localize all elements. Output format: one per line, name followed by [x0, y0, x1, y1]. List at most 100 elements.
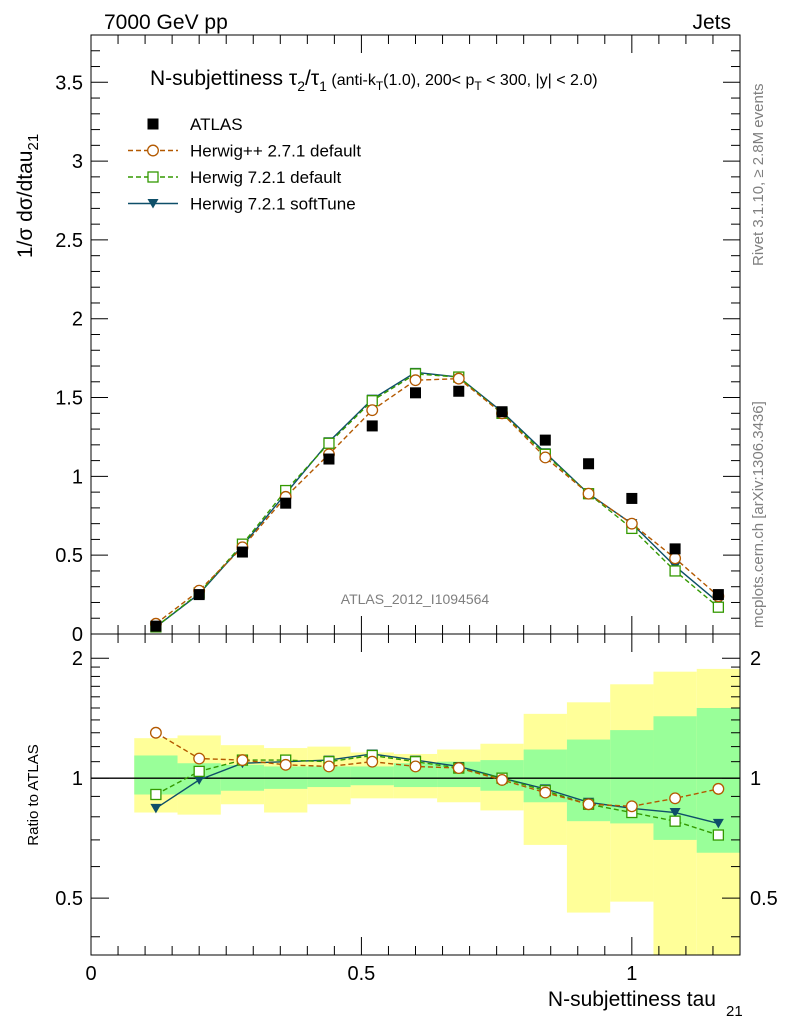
ratio-line-herwig-7-2-1-softtune — [155, 753, 719, 825]
title-tau2: τ — [289, 67, 298, 90]
ratio-point-herwig-2-7-1-default — [496, 773, 508, 786]
ratio-point-herwig-2-7-1-default — [409, 760, 422, 773]
inner-band-bin — [393, 763, 438, 788]
legend-marker-atlas — [147, 118, 159, 130]
ratio-point-herwig-2-7-1-default — [669, 792, 682, 805]
ratio-point-herwig-2-7-1-default — [236, 754, 249, 767]
header-jets: Jets — [692, 11, 731, 34]
top-point-herwig-7-2-1-default — [712, 601, 725, 613]
top-y-label-main: 1/σ dσ/dtau — [14, 151, 37, 259]
legend-label-herwig-7-2-1-softtune: Herwig 7.2.1 softTune — [190, 195, 356, 214]
legend-marker-herwig-7-2-1-softtune — [147, 199, 159, 209]
ratio-y-tick-label: 1 — [72, 768, 83, 790]
top-point-atlas — [496, 406, 508, 418]
top-point-herwig-2-7-1-default — [452, 372, 465, 385]
ratio-point-herwig-7-2-1-softtune — [193, 775, 205, 785]
top-y-tick-label: 1 — [72, 466, 83, 488]
title-slash: / — [305, 67, 311, 90]
top-point-herwig-2-7-1-default — [539, 451, 552, 464]
ratio-point-herwig-2-7-1-default — [366, 755, 379, 768]
top-point-atlas — [150, 620, 162, 632]
top-y-axis-label: 1/σ dσ/dtau21 — [14, 134, 42, 258]
x-tick-label: 1 — [626, 963, 637, 985]
ratio-point-herwig-7-2-1-default — [669, 815, 681, 827]
title-subT1: T — [376, 79, 384, 93]
ratio-point-herwig-2-7-1-default — [582, 798, 595, 811]
top-series-group — [149, 367, 725, 633]
title-rest3: < 300, |y| < 2.0) — [482, 72, 598, 89]
legend-label-atlas: ATLAS — [190, 115, 243, 134]
top-point-herwig-2-7-1-default — [625, 517, 638, 530]
ratio-point-herwig-7-2-1-default — [150, 788, 162, 801]
top-point-herwig-2-7-1-default — [582, 487, 595, 500]
title-tau1: τ — [311, 67, 320, 90]
x-tick-label: 0.5 — [348, 963, 376, 985]
ratio-y-axis-label: Ratio to ATLAS — [25, 744, 42, 845]
ratio-point-herwig-2-7-1-default — [625, 800, 638, 813]
inner-band-bin — [307, 766, 351, 788]
legend: ATLAS Herwig++ 2.7.1 default Herwig 7.2.1 … — [128, 115, 361, 214]
top-point-herwig-2-7-1-default — [409, 374, 422, 387]
legend-marker-herwig-2-7-1-default — [147, 144, 159, 157]
x-label-main: N-subjettiness tau — [548, 988, 716, 1011]
analysis-watermark: ATLAS_2012_I1094564 — [341, 591, 490, 607]
top-y-tick-label: 0.5 — [55, 545, 83, 567]
ratio-point-herwig-2-7-1-default — [452, 762, 465, 775]
ratio-y-tick-label-right: 1 — [750, 768, 761, 790]
ratio-point-herwig-7-2-1-softtune — [669, 808, 681, 818]
legend-label-herwig-2-7-1-default: Herwig++ 2.7.1 default — [190, 142, 361, 161]
top-y-tick-label: 0 — [72, 624, 83, 646]
top-line-herwig-7-2-1-default — [155, 373, 719, 628]
top-point-atlas — [712, 589, 724, 601]
ratio-y-tick-label-right: 0.5 — [750, 888, 778, 910]
ratio-line-herwig-2-7-1-default — [155, 732, 719, 807]
top-y-tick-label: 1.5 — [55, 388, 83, 410]
title-sub2: 2 — [297, 78, 305, 94]
ratio-uncertainty-bands — [134, 668, 740, 955]
x-tick-label: 0 — [85, 963, 96, 985]
top-point-atlas — [669, 543, 681, 555]
top-y-tick-label: 2.5 — [55, 230, 83, 252]
top-point-herwig-2-7-1-default — [366, 404, 379, 417]
legend-label-herwig-7-2-1-default: Herwig 7.2.1 default — [190, 168, 341, 187]
ratio-point-herwig-2-7-1-default — [279, 758, 292, 771]
top-point-atlas — [583, 458, 595, 470]
top-line-herwig-2-7-1-default — [155, 377, 719, 625]
ratio-point-herwig-7-2-1-default — [712, 829, 725, 841]
ratio-plot-frame — [90, 633, 741, 956]
ratio-line-herwig-7-2-1-default — [155, 754, 719, 836]
title-rest1: (anti-k — [327, 72, 377, 89]
ratio-point-herwig-7-2-1-default — [193, 765, 205, 778]
legend-marker-herwig-7-2-1-default — [147, 171, 159, 183]
x-label-sub: 21 — [726, 1003, 743, 1020]
top-plot-frame — [90, 34, 741, 635]
axes-group: 00.511.522.533.50 0.5 10.5 0.51 12 2 — [55, 34, 778, 985]
top-point-herwig-7-2-1-default — [366, 395, 378, 407]
plot-title: N-subjettiness τ2/τ1 (anti-kT(1.0), 200<… — [150, 67, 598, 94]
ratio-point-herwig-7-2-1-softtune — [712, 818, 724, 829]
inner-band-bin — [696, 707, 740, 853]
svg-text:1/σ dσ/dtau21: 1/σ dσ/dtau21 — [14, 134, 42, 258]
top-point-atlas — [453, 385, 465, 397]
ratio-point-herwig-2-7-1-default — [193, 752, 206, 765]
ratio-point-herwig-2-7-1-default — [712, 782, 725, 795]
ratio-point-herwig-2-7-1-default — [323, 760, 335, 773]
top-point-herwig-2-7-1-default — [669, 552, 682, 565]
ratio-point-herwig-2-7-1-default — [149, 726, 162, 739]
ratio-series-group — [149, 726, 725, 841]
top-y-tick-label: 3.5 — [55, 72, 83, 94]
top-point-atlas — [193, 589, 205, 601]
title-sub1: 1 — [319, 78, 327, 94]
top-point-atlas — [236, 546, 248, 558]
title-rest2: (1.0), 200< p — [383, 72, 474, 89]
x-axis-label: N-subjettiness tau 21 — [548, 988, 743, 1020]
top-point-atlas — [366, 420, 378, 432]
mcplots-reference: mcplots.cern.ch [arXiv:1306.3436] — [750, 401, 767, 628]
ratio-point-herwig-7-2-1-softtune — [150, 803, 162, 814]
ratio-y-tick-label: 2 — [72, 648, 83, 670]
ratio-point-herwig-2-7-1-default — [539, 786, 552, 799]
rivet-version: Rivet 3.1.10, ≥ 2.8M events — [750, 84, 767, 267]
top-y-label-sub: 21 — [25, 134, 42, 151]
top-point-herwig-7-2-1-default — [323, 437, 335, 449]
